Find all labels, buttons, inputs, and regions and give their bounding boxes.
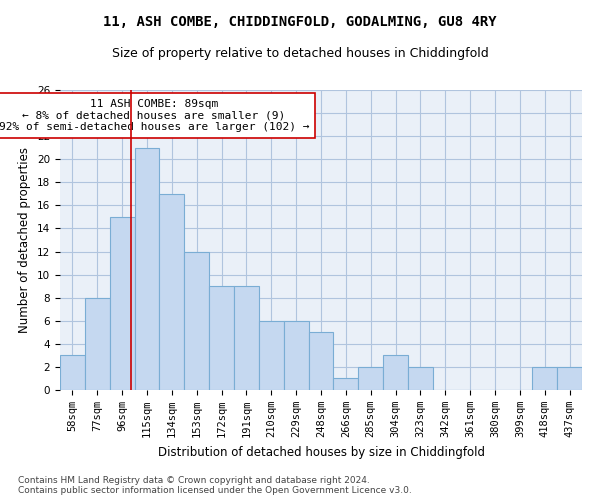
Text: Contains HM Land Registry data © Crown copyright and database right 2024.
Contai: Contains HM Land Registry data © Crown c… [18,476,412,495]
X-axis label: Distribution of detached houses by size in Chiddingfold: Distribution of detached houses by size … [157,446,485,458]
Bar [358,367,383,390]
Bar [110,217,134,390]
Bar [383,356,408,390]
Bar [209,286,234,390]
Bar [85,298,110,390]
Bar [234,286,259,390]
Text: Size of property relative to detached houses in Chiddingfold: Size of property relative to detached ho… [112,48,488,60]
Text: 11, ASH COMBE, CHIDDINGFOLD, GODALMING, GU8 4RY: 11, ASH COMBE, CHIDDINGFOLD, GODALMING, … [103,15,497,29]
Bar [184,252,209,390]
Bar [259,321,284,390]
Bar [134,148,160,390]
Y-axis label: Number of detached properties: Number of detached properties [19,147,31,333]
Bar [284,321,308,390]
Bar [334,378,358,390]
Bar [160,194,184,390]
Text: 11 ASH COMBE: 89sqm
← 8% of detached houses are smaller (9)
92% of semi-detached: 11 ASH COMBE: 89sqm ← 8% of detached hou… [0,99,309,132]
Bar [408,367,433,390]
Bar [308,332,334,390]
Bar [60,356,85,390]
Bar [532,367,557,390]
Bar [557,367,582,390]
